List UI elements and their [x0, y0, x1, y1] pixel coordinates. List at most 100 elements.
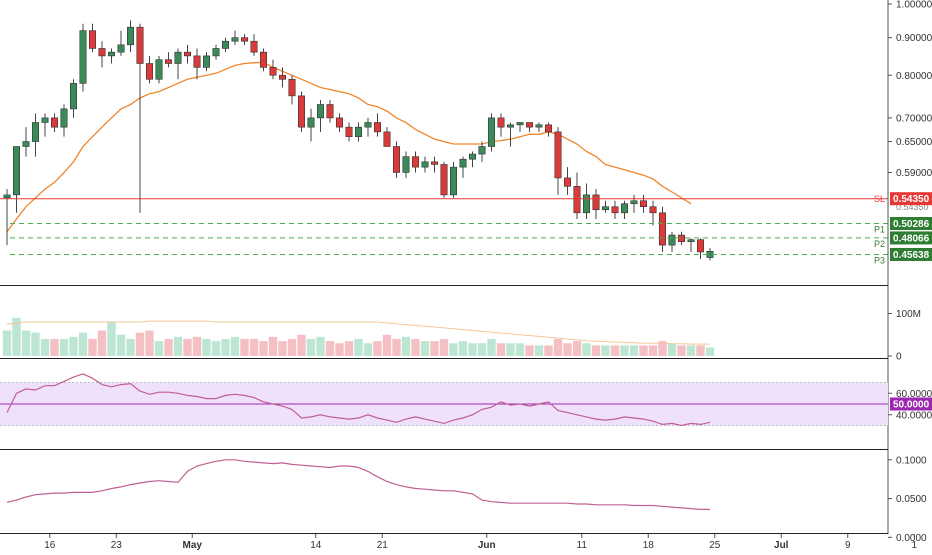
volume-bar: [69, 336, 78, 356]
candle-body: [174, 51, 182, 64]
candle: [136, 23, 144, 213]
candle-body: [478, 146, 486, 155]
volume-bar: [563, 343, 572, 356]
price-tick-label: 0.65000: [896, 137, 932, 148]
candle-body: [22, 141, 30, 147]
volume-tick-label: 0: [896, 352, 902, 363]
volume-bar: [553, 339, 563, 356]
candle-body: [241, 37, 249, 42]
time-tick-label: 14: [310, 540, 322, 550]
candle-body: [563, 177, 571, 187]
volume-bar: [658, 341, 667, 356]
volume-bar: [373, 341, 382, 356]
candle-body: [335, 117, 343, 128]
candle-body: [269, 67, 277, 76]
time-tick-label: Jun: [478, 540, 496, 550]
candle-body: [696, 239, 704, 253]
volume-bar: [705, 347, 715, 356]
volume-bar: [458, 341, 468, 356]
volume-bar: [544, 345, 553, 356]
candle: [212, 44, 220, 60]
candle: [127, 20, 135, 53]
volume-bar: [506, 343, 515, 356]
time-tick-label: 9: [845, 540, 851, 550]
candle-body: [165, 59, 173, 64]
volume-bar: [420, 341, 430, 356]
candle-body: [13, 146, 21, 196]
candle: [582, 183, 590, 220]
time-tick-label: 1: [911, 540, 917, 550]
candle: [89, 23, 97, 53]
sma-line: [6, 61, 692, 233]
level-tag-p2: P2 0.48066: [874, 231, 932, 249]
volume-bar: [221, 339, 230, 356]
volume-bar: [306, 339, 316, 356]
candle-body: [440, 164, 448, 196]
volume-bar: [354, 339, 363, 356]
candle: [525, 122, 533, 132]
level-value-box: [890, 217, 932, 231]
level-name: P3: [874, 255, 885, 265]
price-tick-label: 0.90000: [896, 33, 932, 44]
candle-body: [402, 156, 410, 173]
candle-body: [468, 153, 476, 160]
candle-body: [430, 161, 438, 165]
candle: [658, 206, 666, 252]
level-tag-p3: P3 0.45638: [874, 247, 932, 265]
osc-tick-label: 0.1000: [896, 455, 927, 466]
level-value: 0.54350: [893, 194, 930, 205]
level-value: 0.48066: [893, 233, 930, 244]
volume-bar: [240, 339, 249, 356]
candle-body: [127, 26, 135, 46]
candle: [478, 141, 486, 162]
volume-bar: [525, 345, 534, 356]
candle: [98, 41, 106, 68]
candle-body: [630, 200, 638, 205]
rsi-line: [6, 373, 711, 427]
candle: [335, 113, 343, 132]
candle-body: [193, 55, 201, 68]
time-tick-label: 21: [377, 540, 389, 550]
level-name: SL: [874, 194, 885, 204]
candle: [241, 34, 249, 45]
candle: [193, 48, 201, 80]
candle-body: [136, 26, 144, 64]
volume-bar: [2, 330, 12, 356]
level-value-box: [890, 192, 932, 206]
volume-bar: [59, 339, 69, 356]
candle-body: [41, 117, 49, 123]
volume-bar: [50, 339, 59, 356]
volume-bar: [97, 330, 107, 356]
candle: [231, 30, 239, 45]
candle-body: [31, 122, 39, 142]
candle-body: [421, 161, 429, 168]
candle-body: [212, 48, 220, 57]
candle-body: [582, 194, 590, 214]
volume-bar: [601, 345, 610, 356]
candle: [146, 55, 154, 84]
candle: [41, 113, 49, 137]
candle: [307, 108, 315, 142]
time-tick-label: 18: [643, 540, 655, 550]
candle: [316, 100, 324, 132]
volume-bar: [363, 343, 373, 356]
candle: [345, 122, 353, 142]
candle-body: [70, 83, 78, 110]
candle-body: [525, 122, 533, 128]
candle-body: [184, 51, 192, 57]
candle: [411, 151, 419, 173]
candle-body: [259, 51, 267, 68]
candle: [592, 189, 600, 220]
candle: [373, 113, 381, 137]
candle-body: [108, 51, 116, 57]
candle: [554, 127, 562, 195]
candle-body: [155, 59, 163, 80]
candle-body: [611, 206, 619, 214]
candle: [601, 200, 609, 213]
candle: [649, 200, 657, 226]
volume-bar: [230, 336, 240, 356]
volume-bar: [40, 339, 50, 356]
candle-body: [60, 108, 68, 128]
candle-body: [601, 206, 609, 211]
